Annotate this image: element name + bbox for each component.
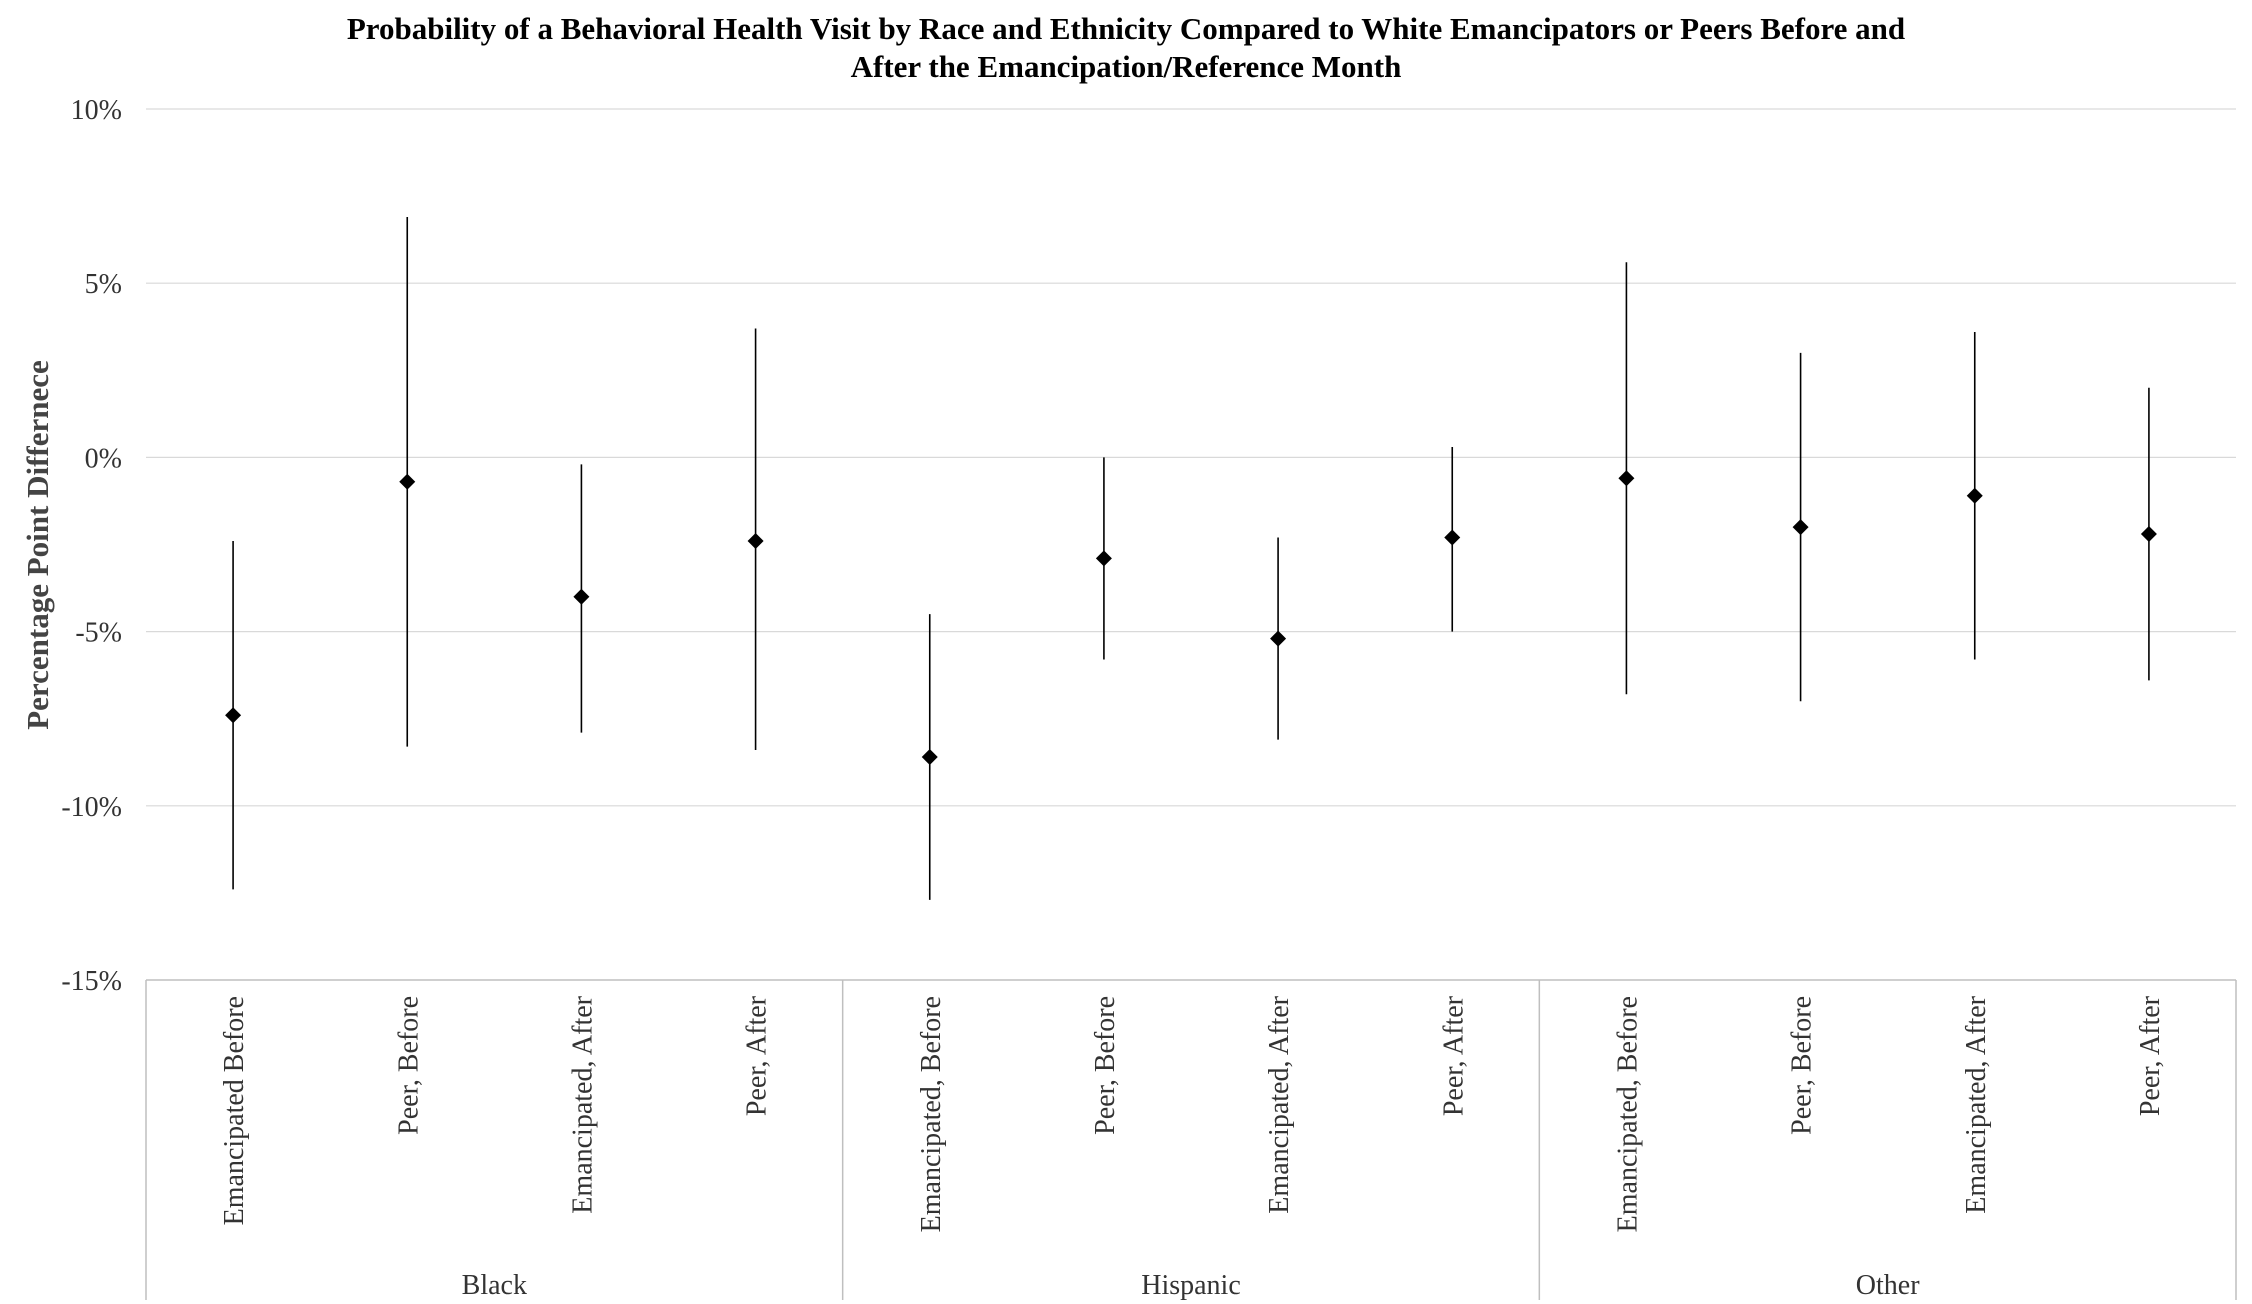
y-tick-label: 10%: [71, 95, 122, 126]
y-tick-label: -10%: [61, 792, 122, 823]
category-labels: Emancipated Before Peer, Before Emancipate…: [219, 995, 2166, 1232]
category-label: Emancipated, After: [1264, 995, 1295, 1213]
axis-lines: [145, 979, 2237, 1300]
data-point: [2140, 526, 2157, 543]
category-label: Emancipated, After: [1961, 995, 1992, 1213]
chart-title-line-2: After the Emancipation/Reference Month: [851, 49, 1402, 84]
category-label: Emancipated Before: [219, 996, 250, 1225]
category-label: Peer, After: [2135, 995, 2166, 1116]
category-label: Emancipated, Before: [916, 996, 947, 1232]
group-label: Other: [1856, 1270, 1920, 1301]
data-point: [573, 588, 590, 605]
data-point: [1966, 487, 1983, 504]
chart-title-line-1: Probability of a Behavioral Health Visit…: [347, 11, 1905, 46]
data-point: [1270, 630, 1287, 647]
group-label: Hispanic: [1141, 1270, 1241, 1301]
y-tick-label: 5%: [85, 269, 122, 300]
y-tick-label: -15%: [61, 966, 122, 997]
data-point: [921, 749, 938, 766]
category-label: Emancipated, After: [567, 995, 598, 1213]
y-tick-label: -5%: [75, 618, 122, 649]
data-point: [399, 473, 416, 490]
data-point: [1618, 470, 1635, 487]
group-labels: Black Hispanic Other: [462, 1270, 1921, 1301]
y-tick-label: 0%: [85, 443, 122, 474]
category-label: Peer, After: [1438, 995, 1469, 1116]
data-point: [225, 707, 242, 724]
category-label: Emancipated, Before: [1612, 996, 1643, 1232]
category-label: Peer, Before: [1090, 996, 1121, 1135]
error-bars: [232, 217, 2150, 900]
data-point: [1095, 550, 1112, 567]
data-point: [1792, 519, 1809, 536]
y-tick-labels: 10% 5% 0% -5% -10% -15%: [61, 95, 122, 997]
category-label: Peer, Before: [393, 996, 424, 1135]
data-point: [1444, 529, 1461, 546]
gridlines: [146, 108, 2236, 807]
data-points: [225, 470, 2157, 766]
category-label: Peer, After: [742, 995, 773, 1116]
category-label: Peer, Before: [1787, 996, 1818, 1135]
data-point: [747, 533, 764, 550]
group-label: Black: [462, 1270, 527, 1301]
y-axis-label: Percentage Point Differnece: [20, 360, 55, 730]
